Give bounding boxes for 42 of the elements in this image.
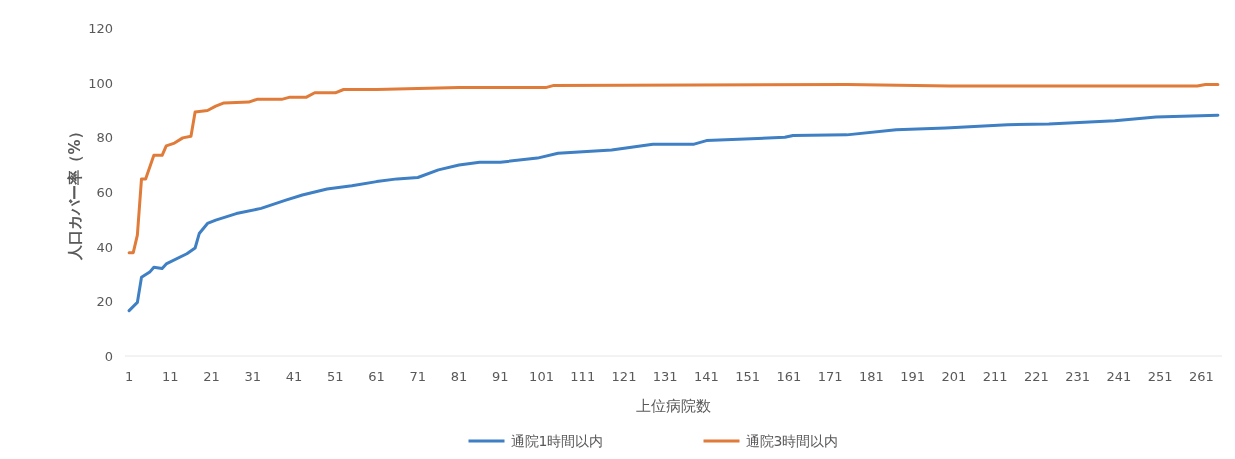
y-tick-label: 40 <box>96 239 113 255</box>
y-tick-label: 100 <box>88 75 113 91</box>
x-tick-label: 51 <box>327 369 344 384</box>
x-tick-label: 141 <box>694 369 719 384</box>
x-tick-label: 121 <box>611 369 637 384</box>
y-tick-label: 120 <box>88 21 113 36</box>
y-tick-label: 60 <box>96 185 113 200</box>
x-tick-label: 241 <box>1106 369 1132 384</box>
x-tick-label: 111 <box>570 369 596 384</box>
x-tick-label: 221 <box>1024 369 1049 384</box>
x-tick-label: 261 <box>1188 369 1214 384</box>
y-tick-label: 20 <box>96 294 113 310</box>
legend-item: 通院3時間以内 <box>703 433 839 449</box>
x-tick-label: 11 <box>162 369 179 384</box>
x-tick-label: 31 <box>244 369 262 384</box>
x-axis-title: 上位病院数 <box>636 397 711 415</box>
x-tick-label: 61 <box>368 369 385 384</box>
y-tick-label: 80 <box>96 130 113 146</box>
x-tick-label: 81 <box>450 369 468 384</box>
line-series <box>127 113 1220 313</box>
x-tick-label: 101 <box>529 369 554 384</box>
x-tick-label: 131 <box>652 369 678 384</box>
y-axis-title: 人口カバー率（%） <box>66 124 84 261</box>
x-tick-label: 91 <box>492 369 509 384</box>
x-tick-label: 171 <box>817 369 843 384</box>
x-tick-label: 1 <box>124 369 134 384</box>
x-tick-label: 161 <box>776 369 802 384</box>
x-tick-label: 191 <box>900 369 926 384</box>
x-tick-label: 231 <box>1065 369 1091 384</box>
x-tick-label: 41 <box>285 369 303 384</box>
x-tick-label: 151 <box>735 369 761 384</box>
legend-label: 通院1時間以内 <box>510 433 604 449</box>
x-tick-label: 211 <box>982 369 1008 384</box>
line-series <box>127 83 1220 255</box>
x-tick-label: 251 <box>1147 369 1173 384</box>
x-tick-label: 181 <box>859 369 884 384</box>
y-tick-label: 0 <box>104 349 113 364</box>
x-tick-label: 21 <box>203 369 220 384</box>
x-tick-label: 71 <box>409 369 427 384</box>
legend-item: 通院1時間以内 <box>468 433 604 449</box>
legend-label: 通院3時間以内 <box>745 433 839 449</box>
x-tick-label: 201 <box>941 369 967 384</box>
